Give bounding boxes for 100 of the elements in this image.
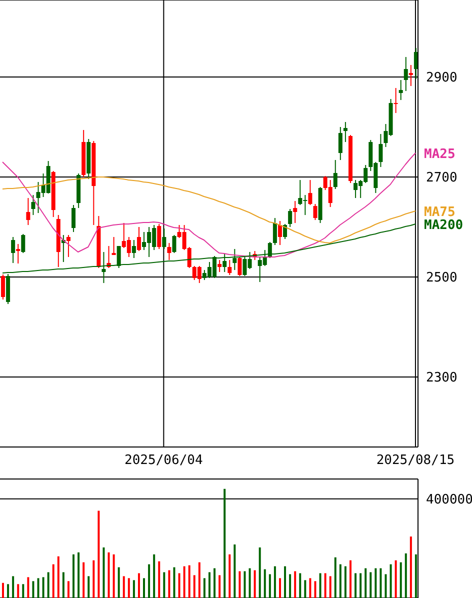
candlestick bbox=[11, 236, 16, 264]
candlestick bbox=[218, 260, 222, 272]
bar bbox=[400, 562, 402, 598]
bar bbox=[52, 564, 54, 598]
series-label: MA25 bbox=[424, 147, 456, 162]
bar bbox=[57, 556, 60, 598]
bar bbox=[238, 571, 241, 598]
bar bbox=[404, 553, 407, 598]
bar bbox=[17, 584, 20, 598]
candlestick bbox=[136, 226, 141, 252]
candlestick bbox=[157, 224, 162, 250]
bar bbox=[380, 568, 382, 598]
bar bbox=[344, 566, 346, 598]
candlestick bbox=[172, 234, 176, 254]
bar bbox=[394, 560, 397, 598]
bar bbox=[78, 552, 80, 598]
candlestick bbox=[238, 256, 242, 276]
bar bbox=[148, 564, 150, 598]
bar bbox=[324, 573, 326, 598]
bar bbox=[132, 580, 135, 598]
bar bbox=[42, 577, 44, 598]
series-label: MA75 bbox=[424, 205, 456, 220]
bar bbox=[268, 574, 271, 598]
bar bbox=[218, 575, 221, 598]
bar bbox=[309, 578, 312, 598]
bar bbox=[254, 570, 256, 598]
y-tick-label: 400000 bbox=[426, 492, 472, 508]
line-series bbox=[2, 176, 416, 244]
bar bbox=[203, 578, 206, 598]
bar bbox=[12, 576, 14, 598]
bar bbox=[183, 566, 186, 598]
candlestick bbox=[408, 64, 413, 86]
bar bbox=[284, 566, 286, 598]
x-tick-label: 2025/08/15 bbox=[376, 453, 455, 468]
bar bbox=[118, 567, 120, 598]
candlestick bbox=[26, 198, 30, 226]
bar bbox=[102, 547, 105, 598]
bar bbox=[158, 561, 160, 598]
bar bbox=[188, 565, 190, 598]
bar bbox=[354, 573, 357, 598]
candlestick bbox=[333, 160, 338, 190]
bar bbox=[47, 572, 50, 598]
candlestick bbox=[313, 204, 318, 220]
bar bbox=[67, 581, 70, 598]
bar bbox=[214, 568, 216, 598]
bar bbox=[143, 578, 146, 598]
candlestick bbox=[66, 234, 70, 258]
bar bbox=[138, 573, 140, 598]
candlestick bbox=[72, 204, 76, 232]
bar bbox=[122, 576, 125, 598]
bar bbox=[173, 567, 176, 598]
bar bbox=[7, 584, 10, 598]
bar bbox=[27, 577, 30, 598]
bar bbox=[314, 581, 316, 598]
bar bbox=[329, 576, 332, 598]
bar bbox=[304, 580, 306, 598]
bar bbox=[92, 560, 95, 598]
bar bbox=[360, 573, 362, 598]
bar bbox=[294, 571, 296, 598]
bar bbox=[32, 581, 34, 598]
bar bbox=[108, 552, 110, 598]
bar bbox=[228, 554, 231, 598]
candlestick bbox=[398, 80, 403, 100]
bar bbox=[274, 566, 276, 598]
candlestick bbox=[16, 244, 20, 264]
candlestick bbox=[232, 248, 237, 270]
bar bbox=[334, 557, 336, 598]
bar bbox=[208, 572, 210, 598]
bar bbox=[374, 568, 377, 598]
bar bbox=[153, 554, 156, 598]
candlestick bbox=[31, 194, 36, 216]
bar bbox=[248, 568, 251, 598]
candlestick bbox=[308, 180, 312, 206]
candlestick bbox=[283, 224, 288, 240]
bar bbox=[72, 554, 75, 598]
y-tick-label: 2500 bbox=[426, 270, 458, 286]
candlestick bbox=[343, 122, 348, 142]
bar bbox=[88, 576, 90, 598]
bar bbox=[22, 584, 24, 598]
bar bbox=[168, 570, 170, 598]
candlestick bbox=[293, 200, 298, 224]
candlestick bbox=[338, 126, 342, 160]
bar bbox=[244, 571, 246, 598]
candlestick bbox=[228, 260, 232, 276]
candlestick bbox=[167, 242, 172, 260]
y-tick-label: 2900 bbox=[426, 70, 458, 86]
candlestick bbox=[116, 246, 121, 268]
candlestick bbox=[272, 218, 277, 246]
candlestick bbox=[112, 236, 116, 256]
candlestick bbox=[378, 134, 383, 168]
bar bbox=[264, 569, 266, 598]
candlestick bbox=[132, 240, 136, 258]
bar bbox=[410, 536, 412, 598]
bar bbox=[198, 562, 200, 598]
candlestick bbox=[394, 88, 398, 114]
series-label: MA200 bbox=[424, 218, 464, 233]
bar bbox=[98, 510, 100, 598]
candlestick bbox=[288, 208, 292, 228]
bar bbox=[339, 564, 342, 598]
bar bbox=[390, 564, 392, 598]
